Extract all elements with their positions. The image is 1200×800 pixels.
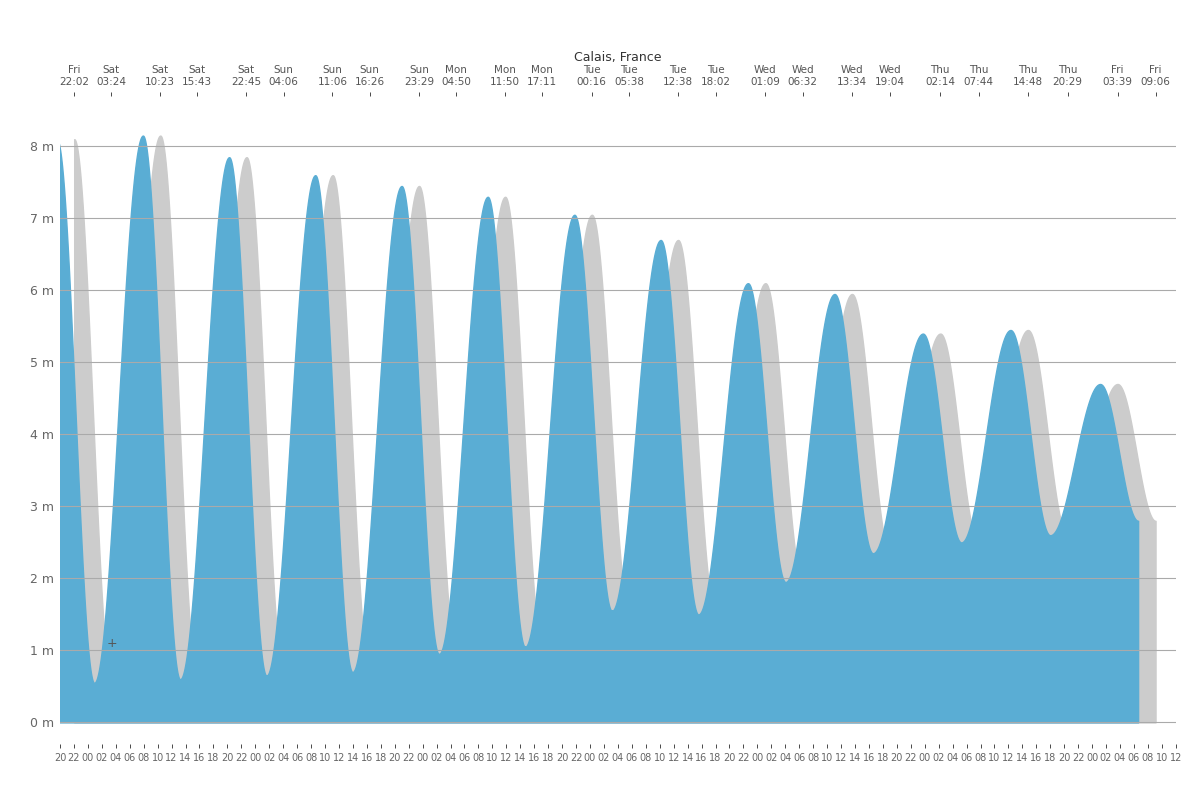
Text: +: + <box>107 637 116 650</box>
X-axis label: Calais, France: Calais, France <box>575 51 661 64</box>
